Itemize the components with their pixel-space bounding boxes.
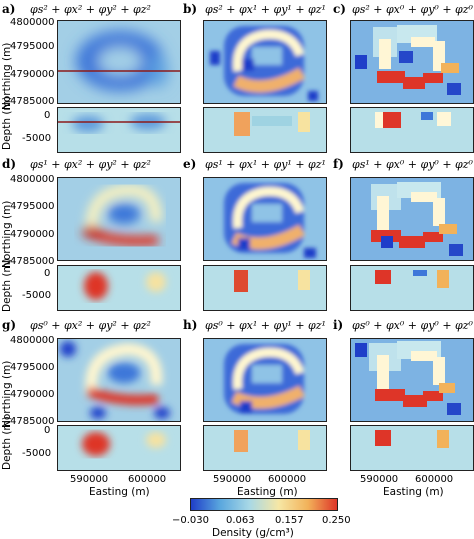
colorbar [190,498,338,511]
depth-tick: -5000 [22,133,52,144]
northing-tick: 4785000 [10,96,55,107]
panel-d-depth-image [58,266,180,310]
panel-i-letter: i) [333,318,344,332]
northing-tick: 4795000 [10,41,55,52]
panel-i-formula: φs⁰ + φx⁰ + φy⁰ + φz⁰ [352,319,473,332]
panel-b-depth [203,107,327,153]
panel-a-map [57,20,181,104]
depth-tick: -5000 [22,290,52,301]
panel-d-depth [57,265,181,311]
colorbar-title: Density (g/cm³) [212,527,294,539]
panel-d-letter: d) [2,157,17,171]
panel-f-letter: f) [333,157,344,171]
easting-label-3: Easting (m) [383,486,444,498]
panel-c-depth-image [351,108,473,152]
depth-tick: 0 [44,425,51,436]
panel-e-image [204,178,326,260]
colorbar-tick: 0.063 [226,515,255,526]
panel-f-image [351,178,473,260]
northing-tick: 4790000 [10,389,55,400]
panel-h-depth-image [204,426,326,470]
panel-i-image [351,339,473,421]
panel-f-depth-image [351,266,473,310]
panel-c-letter: c) [333,2,346,16]
panel-c-map [350,20,474,104]
panel-e-formula: φs¹ + φx¹ + φy¹ + φz¹ [205,158,326,171]
northing-tick: 4800000 [10,174,55,185]
panel-g-depth-image [58,426,180,470]
panel-h-formula: φs⁰ + φx¹ + φy¹ + φz¹ [205,319,326,332]
easting-tick: 590000 [213,474,252,485]
panel-c-formula: φs² + φx⁰ + φy⁰ + φz⁰ [352,3,473,16]
panel-d-image [58,178,180,260]
panel-b-depth-image [204,108,326,152]
panel-b-image [204,21,326,103]
panel-e-map [203,177,327,261]
northing-tick: 4785000 [10,416,55,427]
panel-f-formula: φs¹ + φx⁰ + φy⁰ + φz⁰ [352,158,473,171]
northing-tick: 4790000 [10,69,55,80]
panel-b-map [203,20,327,104]
panel-g-letter: g) [2,318,17,332]
panel-a-letter: a) [2,2,16,16]
panel-a-formula: φs² + φx² + φy² + φz² [30,3,151,16]
panel-e-depth-image [204,266,326,310]
easting-tick: 600000 [128,474,167,485]
panel-h-map [203,338,327,422]
easting-tick: 600000 [268,474,307,485]
panel-b-letter: b) [183,2,198,16]
northing-tick: 4795000 [10,362,55,373]
easting-tick: 590000 [70,474,109,485]
northing-tick: 4795000 [10,201,55,212]
easting-label-1: Easting (m) [89,486,150,498]
depth-tick: 0 [44,110,51,121]
panel-h-image [204,339,326,421]
panel-g-image [58,339,180,421]
panel-d-map [57,177,181,261]
northing-tick: 4785000 [10,256,55,267]
easting-tick: 600000 [415,474,454,485]
panel-f-depth [350,265,474,311]
panel-b-formula: φs² + φx¹ + φy¹ + φz¹ [205,3,326,16]
panel-c-image [351,21,473,103]
panel-h-depth [203,425,327,471]
easting-label-2: Easting (m) [237,486,298,498]
panel-g-map [57,338,181,422]
panel-a-depth [57,107,181,153]
panel-i-map [350,338,474,422]
panel-g-depth [57,425,181,471]
panel-f-map [350,177,474,261]
northing-tick: 4790000 [10,229,55,240]
panel-i-depth [350,425,474,471]
panel-a-image [58,21,180,103]
panel-e-depth [203,265,327,311]
colorbar-tick: 0.250 [322,515,351,526]
northing-tick: 4800000 [10,335,55,346]
depth-tick: -5000 [22,448,52,459]
panel-c-depth [350,107,474,153]
panel-h-letter: h) [183,318,198,332]
easting-tick: 590000 [360,474,399,485]
panel-d-formula: φs¹ + φx² + φy² + φz² [30,158,151,171]
panel-i-depth-image [351,426,473,470]
northing-tick: 4800000 [10,17,55,28]
panel-g-formula: φs⁰ + φx² + φy² + φz² [30,319,151,332]
panel-a-depth-image [58,108,180,152]
panel-e-letter: e) [183,157,197,171]
colorbar-tick: 0.157 [275,515,304,526]
depth-tick: 0 [44,268,51,279]
colorbar-tick: −0.030 [172,515,210,526]
